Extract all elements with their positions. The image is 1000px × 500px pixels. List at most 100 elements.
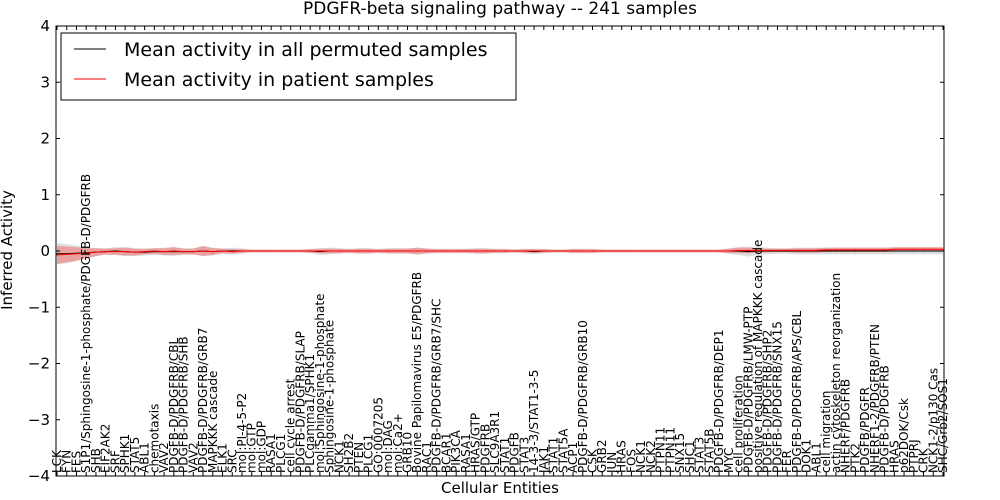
category-label: GRB10 bbox=[401, 432, 415, 473]
category-label: STAT3 bbox=[517, 437, 531, 473]
y-tick-label: 0 bbox=[40, 242, 50, 260]
category-label: SPHK1 bbox=[118, 434, 132, 473]
data-point bbox=[699, 250, 701, 252]
category-label: S1P1/Sphingosine-1-phosphate/PDGFB-D/PDG… bbox=[79, 174, 93, 473]
category-label: PDGFB-D/PDGFRB/DEP1 bbox=[712, 330, 726, 474]
category-label: JUN bbox=[605, 452, 619, 474]
data-point bbox=[922, 248, 925, 250]
legend-label-permuted: Mean activity in all permuted samples bbox=[124, 39, 487, 61]
category-label: BCAR1 bbox=[440, 432, 454, 473]
category-label: PDGFB/PDGFR bbox=[858, 387, 872, 473]
category-label: positive regulation of MAPKKK cascade bbox=[751, 240, 765, 473]
category-label: actin cytoskeleton reorganization bbox=[829, 273, 843, 473]
category-label: DOK1 bbox=[800, 439, 814, 473]
category-label: LCK bbox=[50, 449, 64, 473]
category-label: mol:GDP bbox=[255, 421, 269, 473]
data-point bbox=[884, 249, 886, 251]
category-label: MAPKKK cascade bbox=[206, 371, 220, 473]
data-point bbox=[368, 250, 370, 252]
data-point bbox=[241, 250, 243, 252]
data-point bbox=[416, 250, 418, 252]
category-label: PDGFB-D/PDGFRB/SHB bbox=[177, 336, 191, 473]
category-label: NCK1-2/p130 Cas bbox=[926, 368, 940, 473]
data-point bbox=[484, 250, 486, 252]
data-point bbox=[329, 250, 331, 252]
data-point bbox=[455, 250, 457, 252]
category-label: 14-3-3/STAT1-3-5 bbox=[527, 370, 541, 473]
category-label: STAT5 bbox=[128, 437, 142, 473]
y-tick-label: −2 bbox=[28, 355, 50, 373]
data-point bbox=[679, 250, 681, 252]
data-point bbox=[767, 249, 769, 251]
category-label: PDGFB-D/PDGFRB/LMW-PTP bbox=[741, 307, 755, 473]
data-point bbox=[85, 252, 87, 254]
data-point bbox=[552, 250, 555, 252]
data-point bbox=[56, 254, 58, 256]
category-label: RASA1 bbox=[459, 433, 473, 473]
category-label: mol:Ca2+ bbox=[391, 413, 405, 473]
category-label: NHERF1-2/PDGFRB/PTEN bbox=[868, 324, 882, 473]
category-label: p62DOK/Csk bbox=[897, 398, 911, 473]
data-point bbox=[173, 250, 175, 252]
data-point bbox=[475, 250, 477, 252]
band-patient bbox=[57, 245, 943, 264]
data-point bbox=[708, 250, 710, 252]
category-label: SH2B2 bbox=[342, 433, 356, 473]
data-point bbox=[640, 250, 642, 252]
data-point bbox=[504, 250, 506, 252]
series-line-patient bbox=[56, 248, 943, 256]
category-label: PLCG1 bbox=[362, 434, 376, 473]
category-label: RAC1 bbox=[420, 441, 434, 473]
category-label: MYC bbox=[722, 448, 736, 473]
category-label: PTPRJ bbox=[907, 439, 921, 473]
data-point bbox=[747, 249, 749, 251]
category-label: PTEN bbox=[352, 442, 366, 473]
data-point bbox=[689, 250, 691, 252]
category-label: STAT3 bbox=[693, 437, 707, 473]
data-point bbox=[864, 250, 866, 252]
category-label: CSK bbox=[586, 448, 600, 473]
data-point bbox=[319, 250, 321, 252]
category-label: SHB bbox=[89, 448, 103, 473]
category-label: PDGFB-D/PDGFRB/GRB7/SHC bbox=[430, 299, 444, 473]
data-point bbox=[650, 250, 652, 252]
data-point bbox=[523, 250, 525, 252]
data-point bbox=[913, 248, 915, 250]
data-point bbox=[864, 249, 866, 251]
y-tick-label: −4 bbox=[28, 467, 50, 485]
data-point bbox=[251, 250, 253, 252]
data-point bbox=[874, 250, 876, 252]
data-point bbox=[183, 251, 185, 253]
y-axis-label: Inferred Activity bbox=[0, 190, 16, 310]
data-point bbox=[611, 250, 613, 252]
category-label: SLC9A3R1 bbox=[488, 411, 502, 473]
category-label: PDGFB-D/PDGFRB/SLAP bbox=[293, 331, 307, 473]
data-point bbox=[845, 250, 847, 252]
data-point bbox=[621, 250, 623, 252]
data-point bbox=[796, 249, 798, 251]
category-labels: LCKFYNFESS1P1/Sphingosine-1-phosphate/PD… bbox=[50, 174, 950, 474]
data-point bbox=[358, 250, 360, 252]
category-label: CRK bbox=[917, 447, 931, 473]
data-point bbox=[932, 250, 934, 252]
data-point bbox=[806, 249, 808, 251]
data-point bbox=[231, 251, 233, 253]
data-point bbox=[406, 250, 409, 252]
category-label: PIK3CA bbox=[449, 429, 463, 473]
category-label: NCK2 bbox=[644, 440, 658, 473]
category-label: SRF bbox=[108, 450, 122, 473]
data-point bbox=[825, 250, 827, 252]
category-label: STAT1 bbox=[498, 437, 512, 473]
data-point bbox=[338, 250, 340, 252]
data-point bbox=[221, 250, 224, 252]
y-tick-label: 4 bbox=[40, 17, 50, 35]
data-point bbox=[825, 249, 827, 251]
y-tick-label: 2 bbox=[40, 130, 50, 148]
category-label: VAV2 bbox=[186, 442, 200, 473]
data-point bbox=[922, 250, 925, 252]
category-label: VAV2 bbox=[157, 442, 171, 473]
y-tick-label: −1 bbox=[28, 298, 50, 316]
x-axis-label: Cellular Entities bbox=[441, 479, 559, 497]
category-label: HRAS bbox=[887, 440, 901, 473]
category-label: PTK2 bbox=[848, 443, 862, 473]
